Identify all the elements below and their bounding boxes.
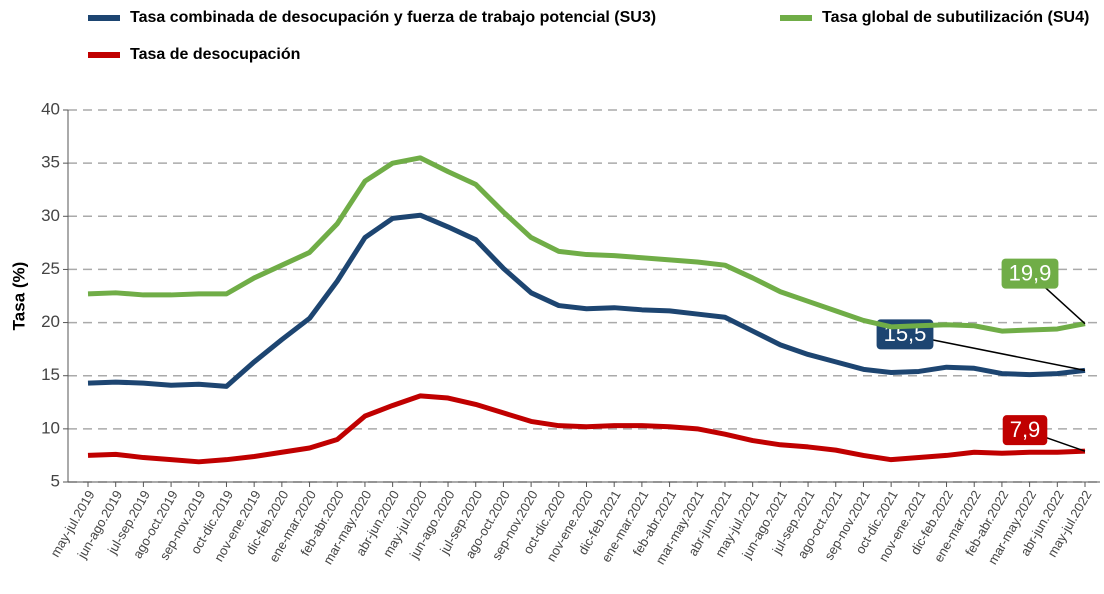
legend-label: Tasa de desocupación [130, 46, 300, 63]
series-line [87, 212, 1086, 389]
legend-label: Tasa combinada de desocupación y fuerza … [130, 9, 656, 26]
end-label-box [1001, 258, 1059, 289]
y-tick-label: 5 [51, 471, 60, 490]
end-label-text: 19,9 [1009, 260, 1052, 285]
end-label: 7,9 [1002, 415, 1048, 446]
end-label-box [1002, 415, 1048, 446]
y-tick-label: 40 [41, 99, 60, 118]
label-pointer [904, 333, 1086, 372]
y-tick-label: 35 [41, 153, 60, 172]
end-label-text: 7,9 [1010, 417, 1041, 442]
y-tick-label: 10 [41, 418, 60, 437]
y-axis-label: Tasa (%) [9, 262, 28, 331]
y-tick-label: 15 [41, 365, 60, 384]
legend-label: Tasa global de subutilización (SU4) [822, 9, 1089, 26]
y-tick-label: 25 [41, 259, 60, 278]
series-line [87, 393, 1086, 465]
series-line [87, 155, 1086, 334]
y-tick-label: 20 [41, 312, 60, 331]
y-tick-label: 30 [41, 206, 60, 225]
end-label: 19,9 [1001, 258, 1059, 289]
